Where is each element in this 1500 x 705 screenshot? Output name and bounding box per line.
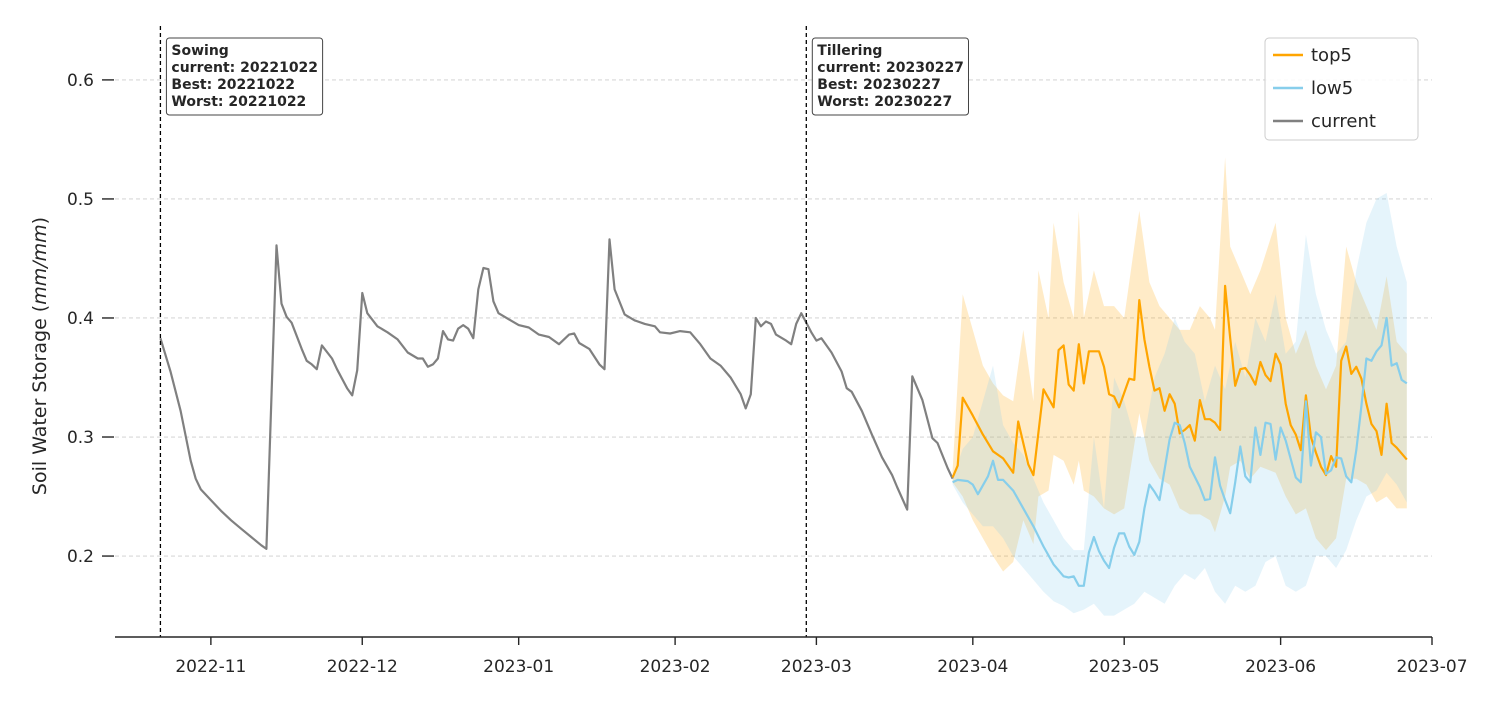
y-tick-label: 0.4 — [67, 309, 94, 329]
x-tick-label: 2023-03 — [781, 657, 852, 677]
y-axis-label-prefix: Soil Water Storage ( — [29, 305, 51, 495]
y-tick-label: 0.2 — [67, 547, 94, 567]
legend-label-top5: top5 — [1311, 45, 1352, 66]
event-annotation-line: current: 20221022 — [171, 60, 318, 76]
x-tick-label: 2022-11 — [175, 657, 246, 677]
x-tick-label: 2023-01 — [483, 657, 554, 677]
event-annotation-line: Sowing — [171, 43, 228, 59]
y-tick-label: 0.5 — [67, 190, 94, 210]
event-annotation-line: Worst: 20230227 — [817, 94, 952, 110]
event-annotation-box-1 — [811, 37, 969, 116]
event-annotation-line: Best: 20230227 — [817, 77, 941, 93]
y-axis-label-suffix: ) — [29, 217, 51, 224]
legend-box — [1264, 37, 1419, 141]
event-annotation-line: current: 20230227 — [817, 60, 964, 76]
x-tick-label: 2023-04 — [937, 657, 1008, 677]
legend-label-low5: low5 — [1311, 78, 1353, 99]
current-line — [159, 238, 954, 550]
y-axis-label-unit: mm/mm — [29, 224, 51, 304]
y-tick-label: 0.3 — [67, 428, 94, 448]
event-annotation-line: Tillering — [817, 43, 882, 59]
x-tick-label: 2023-02 — [640, 657, 711, 677]
x-tick-label: 2023-06 — [1245, 657, 1316, 677]
low5-line — [952, 316, 1408, 587]
low5-band — [952, 193, 1407, 616]
range-bands — [952, 157, 1407, 616]
event-annotation-line: Worst: 20221022 — [171, 94, 306, 110]
axes: 2022-11 2022-12 2023-01 2023-02 2023-03 2023-… — [67, 71, 1468, 677]
y-grid — [115, 79, 1432, 557]
y-axis-label: Soil Water Storage (mm/mm) — [29, 217, 51, 495]
x-tick-label: 2023-07 — [1396, 657, 1467, 677]
event-annotation-line: Best: 20221022 — [171, 77, 295, 93]
event-annotation-box-0 — [165, 37, 324, 116]
y-tick-label: 0.6 — [67, 71, 94, 91]
legend-label-current: current — [1311, 111, 1376, 132]
series-lines — [159, 238, 1408, 587]
x-tick-label: 2023-05 — [1089, 657, 1160, 677]
top5-line — [951, 284, 1408, 478]
x-tick-label: 2022-12 — [327, 657, 398, 677]
legend: top5 low5 current — [1264, 37, 1419, 141]
